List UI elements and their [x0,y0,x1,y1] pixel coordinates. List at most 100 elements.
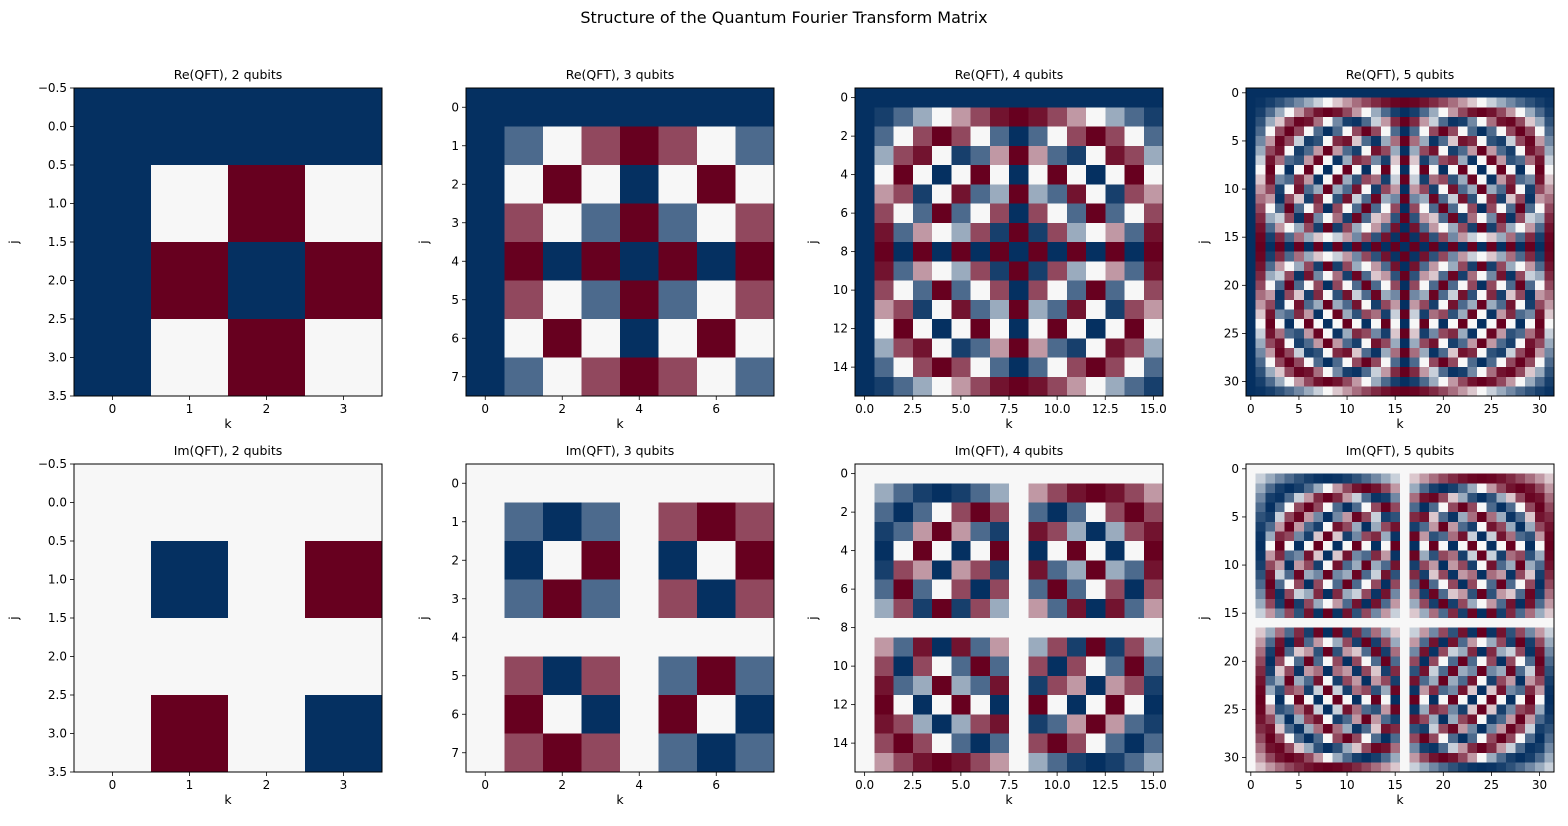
heatmap-cell [1255,309,1266,320]
heatmap-cell [1284,637,1295,648]
heatmap-cell [893,261,914,281]
heatmap-cell [1505,338,1516,349]
heatmap-cell [1515,251,1526,262]
heatmap-cell [1448,203,1459,214]
heatmap-cell [1294,637,1305,648]
heatmap-cell [1303,483,1314,494]
heatmap-cell [1265,328,1276,339]
heatmap-cell [893,675,914,696]
heatmap-cell [1361,213,1372,224]
heatmap-cell [1066,338,1087,358]
heatmap-cell [1294,685,1305,696]
heatmap-cell [1361,685,1372,696]
heatmap-cell [1066,280,1087,301]
heatmap-cell [1457,550,1468,561]
heatmap-cell [1255,107,1266,118]
heatmap-cell [1351,512,1362,523]
x-tick-label: 0 [109,402,117,416]
heatmap-cell [1400,328,1410,339]
heatmap-cell [1515,261,1526,272]
heatmap-cell [1265,598,1276,609]
heatmap-cell [1303,376,1314,387]
heatmap-cell [1284,521,1295,532]
heatmap-cell [1313,627,1324,638]
heatmap-cell [1361,203,1372,214]
heatmap-cell [1486,560,1497,571]
heatmap-cell [1544,512,1555,523]
heatmap-cell [855,560,875,580]
heatmap-cell [1467,97,1478,108]
heatmap-cell [1284,386,1295,397]
heatmap-cell [1380,656,1391,667]
heatmap-cell [1400,232,1410,243]
heatmap-cell [1457,627,1468,638]
x-tick-label: 1 [186,778,194,792]
heatmap-cell [1486,704,1497,715]
heatmap-cell [1428,155,1439,166]
heatmap-cell [1323,685,1333,696]
heatmap-cell [1342,512,1353,523]
heatmap-cell [1438,733,1449,744]
heatmap-cell [1505,251,1516,262]
heatmap-cell [1467,743,1478,754]
heatmap-cell [1380,88,1391,98]
heatmap-cell [1390,589,1401,600]
heatmap-cell [1448,328,1459,339]
heatmap-cell [1380,627,1391,638]
heatmap-cell [1505,704,1516,715]
heatmap-cell [1323,338,1333,349]
heatmap-cell [1028,675,1048,696]
heatmap-cell [1124,483,1145,503]
heatmap-cell [1047,714,1068,734]
heatmap-cell [1544,136,1555,147]
y-tick-label: 0 [1231,462,1239,476]
heatmap-cell [1467,290,1478,301]
heatmap-cell [1371,357,1382,368]
heatmap-cell [1246,521,1256,532]
heatmap-cell [1496,502,1507,513]
heatmap-cell [1477,309,1487,320]
heatmap-cell [1274,695,1285,705]
heatmap-cell [893,88,914,108]
heatmap-cell [893,464,914,484]
heatmap-cell [1332,126,1343,137]
heatmap-cell [1544,222,1555,233]
heatmap-cell [504,695,544,734]
heatmap-cell [1477,261,1487,272]
heatmap-cell [1255,386,1266,397]
heatmap-cell [1086,203,1106,224]
heatmap-cell [1400,376,1410,387]
heatmap-cell [893,541,914,561]
heatmap-cell [1105,299,1125,320]
heatmap-cell [1274,232,1285,243]
heatmap-cell [1351,531,1362,542]
heatmap-cell [1477,675,1487,686]
heatmap-cell [1428,165,1439,175]
y-tick-label: 1.0 [48,573,67,587]
heatmap-cell [1477,541,1487,551]
heatmap-cell [1332,88,1343,98]
heatmap-cell [1400,733,1410,744]
heatmap-cell [1419,637,1430,648]
heatmap-cell [932,203,952,224]
heatmap-cell [1419,309,1430,320]
heatmap-cell [1505,261,1516,272]
heatmap-cell [581,579,621,619]
heatmap-cell [504,88,544,127]
heatmap-cell [1534,473,1545,484]
x-tick-label: 0 [109,778,117,792]
heatmap-cell [1313,97,1324,108]
heatmap-cell [1400,762,1410,773]
heatmap-cell [1457,203,1468,214]
heatmap-cell [1505,155,1516,166]
heatmap-cell [1284,627,1295,638]
heatmap-cell [1105,280,1125,301]
heatmap-cell [1313,155,1324,166]
heatmap-cell [1274,608,1285,619]
heatmap-cell [1525,367,1536,378]
heatmap-cell [912,714,933,734]
heatmap-cell [1467,251,1478,262]
heatmap-cell [874,637,894,657]
heatmap-cell [1496,579,1507,590]
